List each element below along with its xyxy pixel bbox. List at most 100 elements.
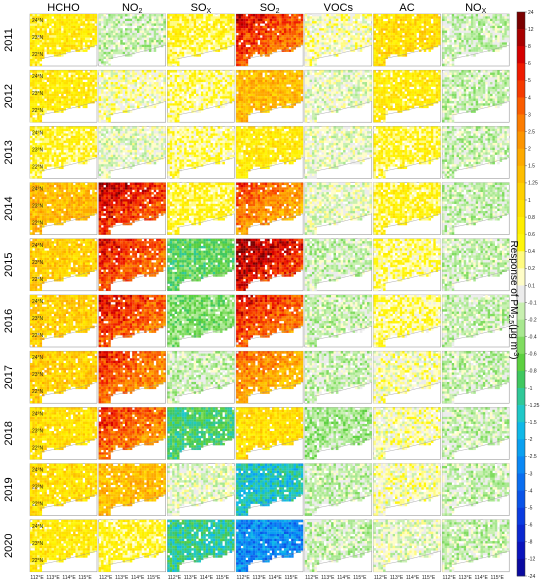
grid-cell bbox=[78, 19, 80, 21]
grid-cell bbox=[294, 82, 296, 84]
grid-cell bbox=[376, 64, 378, 66]
grid-cell bbox=[291, 21, 293, 23]
grid-cell bbox=[334, 40, 336, 42]
grid-cell bbox=[277, 42, 279, 44]
grid-cell bbox=[317, 26, 319, 28]
grid-cell bbox=[130, 73, 132, 75]
grid-cell bbox=[433, 16, 435, 18]
grid-cell bbox=[189, 21, 191, 23]
grid-cell bbox=[208, 82, 210, 84]
grid-cell bbox=[314, 59, 316, 61]
grid-cell bbox=[125, 84, 127, 86]
grid-cell bbox=[296, 82, 298, 84]
grid-cell bbox=[191, 80, 193, 82]
grid-cell bbox=[159, 82, 161, 84]
grid-cell bbox=[447, 21, 449, 23]
grid-cell bbox=[175, 54, 177, 56]
grid-cell bbox=[71, 40, 73, 42]
grid-cell bbox=[120, 89, 122, 91]
grid-cell bbox=[66, 47, 68, 49]
grid-cell bbox=[429, 31, 431, 33]
grid-cell bbox=[68, 33, 70, 35]
grid-cell bbox=[127, 26, 129, 28]
grid-cell bbox=[127, 99, 129, 101]
grid-cell bbox=[213, 77, 215, 79]
grid-cell bbox=[187, 73, 189, 75]
grid-cell bbox=[322, 45, 324, 47]
grid-cell bbox=[286, 89, 288, 91]
grid-cell bbox=[301, 16, 303, 18]
grid-cell bbox=[267, 103, 269, 105]
grid-cell bbox=[191, 35, 193, 37]
grid-cell bbox=[106, 19, 108, 21]
grid-cell bbox=[284, 84, 286, 86]
grid-cell bbox=[310, 45, 312, 47]
grid-cell bbox=[49, 108, 51, 110]
grid-cell bbox=[317, 31, 319, 33]
grid-cell bbox=[203, 87, 205, 89]
grid-cell bbox=[480, 16, 482, 18]
grid-cell bbox=[262, 84, 264, 86]
grid-cell bbox=[167, 87, 169, 89]
grid-cell bbox=[250, 87, 252, 89]
grid-cell bbox=[103, 87, 105, 89]
grid-cell bbox=[262, 26, 264, 28]
grid-cell bbox=[383, 23, 385, 25]
grid-cell bbox=[206, 26, 208, 28]
grid-cell bbox=[314, 14, 316, 16]
grid-cell bbox=[376, 16, 378, 18]
grid-cell bbox=[449, 35, 451, 37]
grid-cell bbox=[87, 16, 89, 18]
grid-cell bbox=[213, 84, 215, 86]
grid-cell bbox=[258, 87, 260, 89]
grid-cell bbox=[115, 26, 117, 28]
grid-cell bbox=[194, 19, 196, 21]
grid-cell bbox=[447, 19, 449, 21]
grid-cell bbox=[442, 49, 444, 51]
grid-cell bbox=[167, 28, 169, 30]
grid-cell bbox=[177, 77, 179, 79]
grid-cell bbox=[291, 91, 293, 93]
grid-cell bbox=[376, 42, 378, 44]
grid-cell bbox=[137, 106, 139, 108]
grid-cell bbox=[227, 14, 229, 16]
grid-cell bbox=[66, 14, 68, 16]
grid-cell bbox=[336, 14, 338, 16]
grid-cell bbox=[282, 89, 284, 91]
grid-cell bbox=[196, 99, 198, 101]
grid-cell bbox=[83, 87, 85, 89]
grid-cell bbox=[485, 33, 487, 35]
grid-cell bbox=[132, 42, 134, 44]
grid-cell bbox=[206, 89, 208, 91]
grid-cell bbox=[238, 75, 240, 77]
grid-cell bbox=[220, 73, 222, 75]
grid-cell bbox=[208, 26, 210, 28]
grid-cell bbox=[218, 70, 220, 72]
grid-cell bbox=[203, 40, 205, 42]
grid-cell bbox=[461, 19, 463, 21]
grid-cell bbox=[232, 14, 234, 16]
grid-cell bbox=[289, 45, 291, 47]
grid-cell bbox=[286, 16, 288, 18]
grid-cell bbox=[118, 70, 120, 72]
grid-cell bbox=[201, 28, 203, 30]
grid-cell bbox=[417, 21, 419, 23]
grid-cell bbox=[203, 35, 205, 37]
grid-cell bbox=[473, 26, 475, 28]
grid-cell bbox=[203, 106, 205, 108]
grid-cell bbox=[191, 28, 193, 30]
grid-cell bbox=[227, 96, 229, 98]
grid-cell bbox=[161, 75, 163, 77]
grid-cell bbox=[111, 14, 113, 16]
grid-cell bbox=[298, 91, 300, 93]
grid-cell bbox=[170, 61, 172, 63]
grid-cell bbox=[250, 82, 252, 84]
grid-cell bbox=[312, 61, 314, 63]
grid-cell bbox=[250, 38, 252, 40]
grid-cell bbox=[142, 80, 144, 82]
grid-cell bbox=[248, 96, 250, 98]
grid-cell bbox=[478, 31, 480, 33]
grid-cell bbox=[492, 21, 494, 23]
grid-cell bbox=[274, 14, 276, 16]
grid-cell bbox=[338, 21, 340, 23]
